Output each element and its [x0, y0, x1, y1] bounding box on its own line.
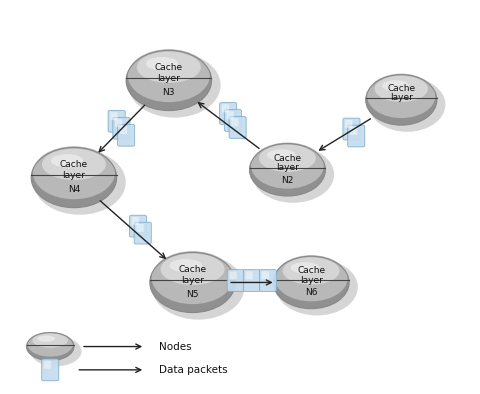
Ellipse shape	[369, 77, 445, 132]
Text: layer: layer	[181, 275, 204, 284]
FancyBboxPatch shape	[115, 119, 122, 127]
FancyBboxPatch shape	[110, 112, 118, 120]
Ellipse shape	[267, 149, 296, 161]
Ellipse shape	[259, 145, 316, 172]
FancyBboxPatch shape	[345, 120, 352, 128]
Ellipse shape	[150, 252, 235, 312]
Ellipse shape	[37, 336, 56, 342]
Ellipse shape	[374, 76, 428, 102]
Text: Cache: Cache	[155, 63, 183, 72]
Text: N2: N2	[281, 176, 294, 185]
FancyBboxPatch shape	[260, 269, 276, 292]
Ellipse shape	[382, 80, 409, 91]
Text: layer: layer	[300, 276, 323, 285]
FancyBboxPatch shape	[243, 269, 261, 292]
Ellipse shape	[31, 147, 117, 208]
FancyBboxPatch shape	[219, 102, 237, 125]
Ellipse shape	[26, 333, 74, 361]
FancyBboxPatch shape	[262, 271, 269, 279]
Ellipse shape	[128, 49, 210, 102]
FancyBboxPatch shape	[231, 118, 239, 126]
Ellipse shape	[160, 254, 225, 285]
Ellipse shape	[129, 53, 221, 118]
FancyBboxPatch shape	[120, 126, 127, 134]
Ellipse shape	[366, 74, 437, 125]
Ellipse shape	[251, 143, 324, 189]
Ellipse shape	[126, 50, 212, 111]
Text: N4: N4	[68, 185, 80, 194]
FancyBboxPatch shape	[44, 361, 51, 369]
Text: N5: N5	[186, 290, 199, 299]
FancyBboxPatch shape	[134, 222, 151, 244]
FancyBboxPatch shape	[132, 217, 139, 225]
Text: layer: layer	[390, 93, 413, 102]
FancyBboxPatch shape	[229, 117, 246, 138]
FancyBboxPatch shape	[108, 110, 125, 132]
Text: layer: layer	[62, 171, 85, 180]
FancyBboxPatch shape	[118, 125, 135, 146]
Text: Cache: Cache	[297, 266, 325, 275]
Ellipse shape	[169, 259, 202, 272]
Ellipse shape	[283, 257, 340, 284]
FancyBboxPatch shape	[246, 271, 253, 279]
Ellipse shape	[51, 154, 84, 167]
Ellipse shape	[137, 52, 201, 83]
FancyBboxPatch shape	[224, 110, 241, 131]
Text: Cache: Cache	[60, 160, 88, 169]
FancyBboxPatch shape	[227, 269, 244, 292]
Ellipse shape	[34, 150, 126, 215]
Ellipse shape	[252, 146, 334, 203]
Ellipse shape	[291, 262, 320, 273]
Text: Data packets: Data packets	[159, 365, 228, 375]
Text: layer: layer	[276, 163, 299, 172]
Text: layer: layer	[157, 74, 180, 83]
Text: Cache: Cache	[274, 154, 301, 163]
Ellipse shape	[42, 149, 106, 180]
Ellipse shape	[33, 146, 115, 199]
Ellipse shape	[27, 332, 73, 357]
Ellipse shape	[30, 336, 82, 366]
Ellipse shape	[250, 143, 325, 196]
Ellipse shape	[146, 57, 178, 70]
Text: Cache: Cache	[387, 84, 415, 93]
FancyBboxPatch shape	[113, 117, 130, 139]
Ellipse shape	[275, 255, 348, 301]
Text: Nodes: Nodes	[159, 342, 192, 351]
FancyBboxPatch shape	[130, 215, 146, 237]
Text: N3: N3	[163, 88, 175, 97]
FancyBboxPatch shape	[222, 104, 229, 112]
FancyBboxPatch shape	[229, 271, 237, 279]
Ellipse shape	[33, 333, 68, 348]
Text: Cache: Cache	[179, 265, 206, 274]
FancyBboxPatch shape	[136, 224, 144, 232]
Ellipse shape	[152, 251, 234, 304]
Text: N6: N6	[305, 288, 317, 297]
FancyBboxPatch shape	[343, 118, 360, 140]
Ellipse shape	[367, 74, 435, 118]
FancyBboxPatch shape	[348, 125, 365, 147]
FancyBboxPatch shape	[227, 112, 234, 119]
Ellipse shape	[273, 256, 349, 309]
Ellipse shape	[276, 259, 358, 316]
Ellipse shape	[152, 255, 244, 320]
FancyBboxPatch shape	[42, 359, 59, 381]
FancyBboxPatch shape	[350, 127, 357, 135]
